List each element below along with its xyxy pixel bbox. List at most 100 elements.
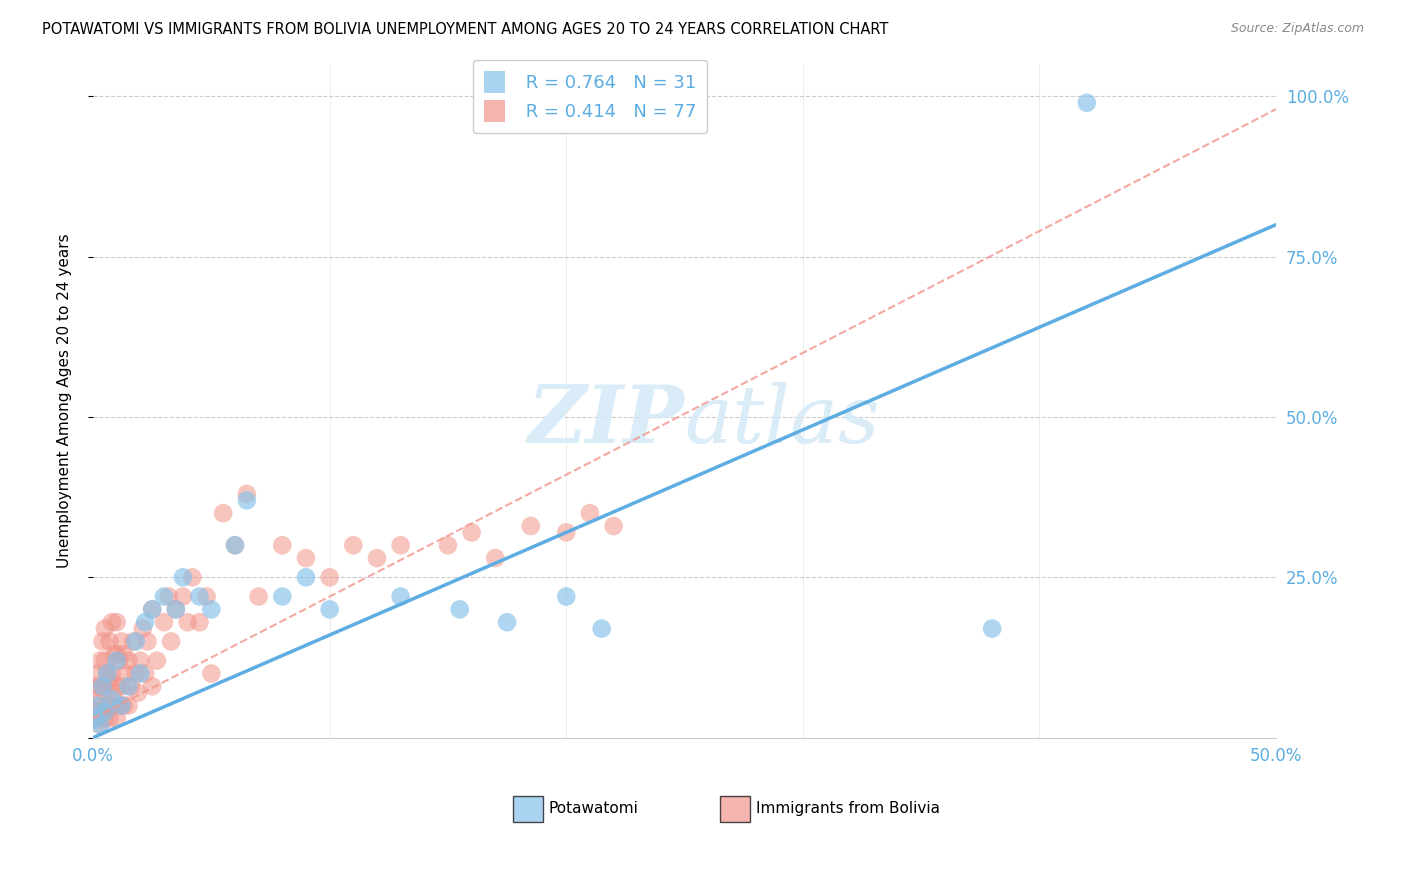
Point [89, 718, 111, 732]
Point [136, 634, 159, 648]
Point [124, 634, 146, 648]
Point [103, 647, 125, 661]
Point [579, 506, 602, 520]
Point [460, 525, 482, 540]
Point [117, 679, 139, 693]
Point [108, 698, 131, 713]
Point [101, 615, 124, 630]
Point [91, 679, 114, 693]
Point [105, 679, 128, 693]
Point [112, 647, 135, 661]
FancyBboxPatch shape [513, 797, 543, 822]
Point [131, 622, 153, 636]
Point [87, 692, 110, 706]
Point [146, 654, 169, 668]
Point [555, 590, 578, 604]
Point [96, 666, 118, 681]
Point [247, 590, 270, 604]
Point [129, 666, 152, 681]
Point [96, 698, 118, 713]
Text: Potawatomi: Potawatomi [548, 802, 638, 816]
Point [318, 570, 340, 584]
Point [84, 711, 107, 725]
Point [105, 615, 128, 630]
Text: atlas: atlas [685, 383, 880, 460]
Point [84, 679, 107, 693]
Point [91, 634, 114, 648]
Point [153, 615, 176, 630]
Point [981, 622, 1004, 636]
Point [172, 570, 194, 584]
Point [105, 647, 128, 661]
Point [484, 551, 506, 566]
Point [117, 654, 139, 668]
Point [87, 698, 110, 713]
Point [120, 679, 142, 693]
Point [318, 602, 340, 616]
Point [188, 590, 211, 604]
Text: Immigrants from Bolivia: Immigrants from Bolivia [755, 802, 939, 816]
Point [271, 538, 294, 552]
Point [103, 686, 125, 700]
Point [519, 519, 541, 533]
Y-axis label: Unemployment Among Ages 20 to 24 years: Unemployment Among Ages 20 to 24 years [58, 234, 72, 568]
Point [98, 634, 121, 648]
Point [98, 711, 121, 725]
Point [101, 698, 124, 713]
Point [84, 698, 107, 713]
Point [122, 634, 145, 648]
Point [94, 622, 117, 636]
Point [91, 679, 114, 693]
Point [84, 711, 107, 725]
Point [389, 538, 412, 552]
Point [110, 679, 132, 693]
Text: ZIP: ZIP [527, 383, 685, 460]
FancyBboxPatch shape [720, 797, 749, 822]
Point [108, 654, 131, 668]
Point [105, 654, 128, 668]
Point [295, 551, 318, 566]
Point [224, 538, 246, 552]
Point [87, 666, 110, 681]
Point [212, 506, 235, 520]
Point [101, 692, 124, 706]
Point [157, 590, 180, 604]
Point [96, 666, 118, 681]
Point [200, 666, 222, 681]
Point [153, 590, 176, 604]
Point [271, 590, 294, 604]
Point [181, 570, 204, 584]
Point [110, 634, 132, 648]
Point [200, 602, 222, 616]
Point [389, 590, 412, 604]
Point [449, 602, 471, 616]
Point [115, 666, 138, 681]
Point [134, 615, 156, 630]
Point [124, 666, 146, 681]
Point [496, 615, 519, 630]
Point [165, 602, 187, 616]
Point [591, 622, 613, 636]
Point [134, 666, 156, 681]
Point [101, 666, 124, 681]
Point [110, 698, 132, 713]
Point [94, 654, 117, 668]
Point [195, 590, 218, 604]
Point [366, 551, 388, 566]
Point [89, 718, 111, 732]
Point [176, 615, 198, 630]
Point [141, 602, 163, 616]
Point [295, 570, 318, 584]
Legend:  R = 0.764   N = 31,  R = 0.414   N = 77: R = 0.764 N = 31, R = 0.414 N = 77 [472, 60, 707, 133]
Point [141, 602, 163, 616]
Point [141, 679, 163, 693]
Point [172, 590, 194, 604]
Point [224, 538, 246, 552]
Point [112, 698, 135, 713]
Point [87, 705, 110, 719]
Point [236, 493, 259, 508]
Point [342, 538, 364, 552]
Point [165, 602, 187, 616]
Point [91, 705, 114, 719]
Point [94, 686, 117, 700]
